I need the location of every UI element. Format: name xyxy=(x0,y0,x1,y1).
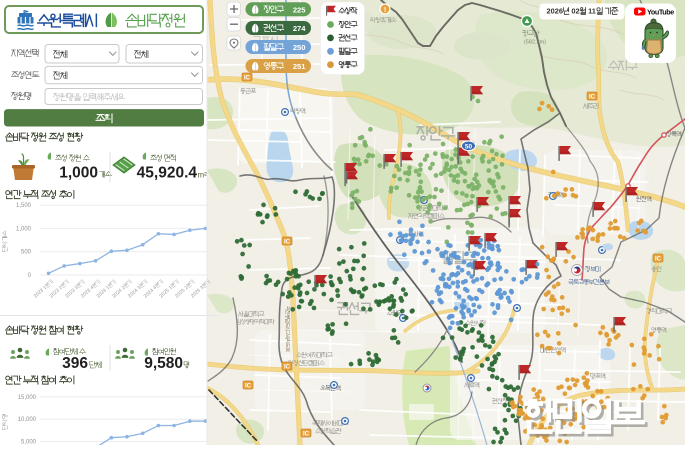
svg-text:1,000: 1,000 xyxy=(16,226,32,232)
svg-text:4: 4 xyxy=(152,285,158,291)
svg-text:IC: IC xyxy=(244,75,251,81)
svg-text:!: ! xyxy=(384,7,386,14)
svg-text:IC: IC xyxy=(589,94,596,100)
svg-text:IC: IC xyxy=(284,364,291,370)
svg-text:5,000: 5,000 xyxy=(21,440,37,446)
svg-text:(582.2m): (582.2m) xyxy=(524,40,546,46)
svg-text:1: 1 xyxy=(42,285,48,291)
svg-text:15,000: 15,000 xyxy=(18,395,37,401)
svg-text:2: 2 xyxy=(58,285,64,291)
svg-text::: : xyxy=(3,419,9,421)
svg-text:3: 3 xyxy=(136,285,142,291)
svg-text:50: 50 xyxy=(465,143,473,150)
svg-text:0: 0 xyxy=(28,273,32,279)
svg-text:1: 1 xyxy=(168,285,174,291)
svg-text:10,000: 10,000 xyxy=(18,417,37,423)
svg-text:396: 396 xyxy=(62,355,88,372)
svg-text:02: 02 xyxy=(571,6,579,15)
svg-text:YouTube: YouTube xyxy=(647,7,674,16)
svg-text:IC: IC xyxy=(245,383,252,389)
svg-text:2: 2 xyxy=(121,285,127,291)
svg-text:500: 500 xyxy=(21,250,32,256)
svg-text:225: 225 xyxy=(293,5,306,14)
svg-text:11: 11 xyxy=(588,6,596,15)
svg-text:1,000: 1,000 xyxy=(59,165,98,182)
svg-text:2026: 2026 xyxy=(547,6,563,15)
svg-text:m²: m² xyxy=(198,171,208,180)
svg-text:IC: IC xyxy=(655,256,662,262)
svg-text:IC: IC xyxy=(303,431,310,437)
svg-text:9,580: 9,580 xyxy=(144,355,183,372)
svg-text:45,920.4: 45,920.4 xyxy=(137,165,198,182)
svg-text:274: 274 xyxy=(293,24,306,33)
svg-text:2: 2 xyxy=(183,285,189,291)
svg-text:251: 251 xyxy=(293,62,306,71)
svg-text:250: 250 xyxy=(293,43,306,52)
svg-text:IC: IC xyxy=(284,239,291,245)
svg-text::: : xyxy=(3,241,9,243)
svg-text:1: 1 xyxy=(105,285,111,291)
svg-text:4: 4 xyxy=(89,285,95,291)
svg-text:3: 3 xyxy=(74,285,80,291)
svg-text:3: 3 xyxy=(199,285,205,291)
svg-text:1,500: 1,500 xyxy=(16,203,32,209)
